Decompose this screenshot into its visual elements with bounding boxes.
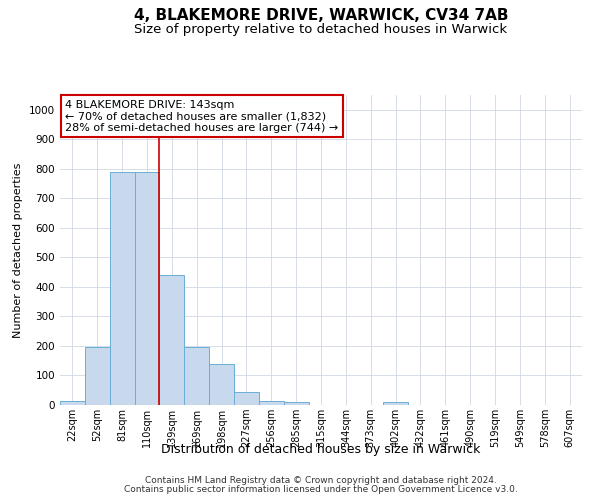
- Bar: [60, 400, 85, 405]
- Text: Contains HM Land Registry data © Crown copyright and database right 2024.: Contains HM Land Registry data © Crown c…: [145, 476, 497, 485]
- Text: 4, BLAKEMORE DRIVE, WARWICK, CV34 7AB: 4, BLAKEMORE DRIVE, WARWICK, CV34 7AB: [134, 8, 508, 22]
- Bar: [110, 172, 134, 405]
- Bar: [259, 400, 284, 405]
- Bar: [209, 364, 234, 405]
- Bar: [134, 172, 160, 405]
- Text: 4 BLAKEMORE DRIVE: 143sqm
← 70% of detached houses are smaller (1,832)
28% of se: 4 BLAKEMORE DRIVE: 143sqm ← 70% of detac…: [65, 100, 338, 133]
- Text: Size of property relative to detached houses in Warwick: Size of property relative to detached ho…: [134, 22, 508, 36]
- Bar: [85, 348, 110, 405]
- Bar: [234, 392, 259, 405]
- Bar: [383, 402, 408, 405]
- Bar: [160, 275, 184, 405]
- Text: Distribution of detached houses by size in Warwick: Distribution of detached houses by size …: [161, 442, 481, 456]
- Bar: [284, 402, 308, 405]
- Bar: [184, 348, 209, 405]
- Text: Contains public sector information licensed under the Open Government Licence v3: Contains public sector information licen…: [124, 485, 518, 494]
- Y-axis label: Number of detached properties: Number of detached properties: [13, 162, 23, 338]
